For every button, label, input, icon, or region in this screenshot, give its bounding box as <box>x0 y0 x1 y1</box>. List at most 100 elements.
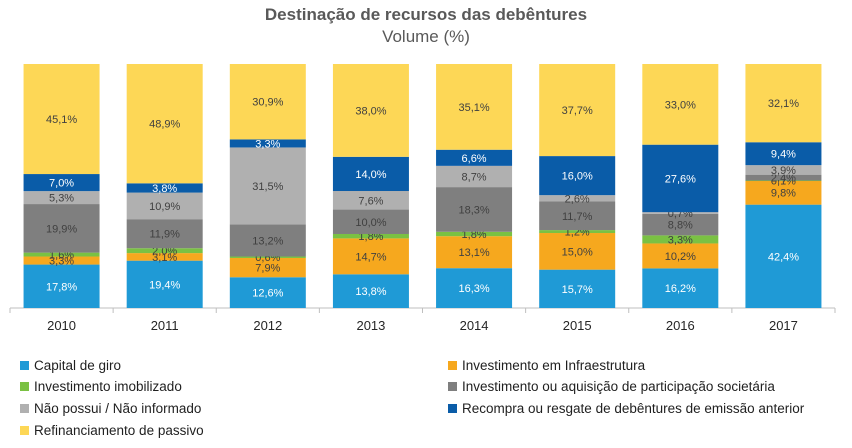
bar-segment <box>23 204 100 253</box>
bar-segment <box>745 165 822 175</box>
bar-segment <box>229 224 306 257</box>
bar-segment <box>745 64 822 143</box>
data-label: 3,3% <box>668 234 693 246</box>
data-label: 3,3% <box>255 138 280 150</box>
data-label: 7,9% <box>255 263 280 275</box>
data-label: 8,7% <box>462 171 487 183</box>
data-label: 30,9% <box>252 97 283 109</box>
bar-segment <box>126 260 203 308</box>
data-label: 45,1% <box>46 114 77 126</box>
data-label: 13,1% <box>458 247 489 259</box>
bar-segment <box>539 269 616 308</box>
data-label: 14,0% <box>355 169 386 181</box>
data-label: 16,2% <box>665 283 696 295</box>
bar-segment <box>229 257 306 278</box>
data-label: 13,8% <box>355 286 386 298</box>
bar-segment <box>126 219 203 249</box>
legend-item: Investimento imobilizado <box>20 377 182 395</box>
bar-segment <box>436 236 513 269</box>
legend-item: Capital de giro <box>20 356 121 374</box>
bar-segment <box>539 201 616 231</box>
data-label: 17,8% <box>46 281 77 293</box>
data-label: 48,9% <box>149 119 180 131</box>
legend-label: Investimento imobilizado <box>34 378 182 394</box>
data-label: 42,4% <box>768 251 799 263</box>
bar-segment <box>539 156 616 196</box>
legend-swatch <box>20 360 29 370</box>
data-label: 35,1% <box>458 102 489 114</box>
bar-segment <box>126 253 203 261</box>
data-label: 7,6% <box>358 195 383 207</box>
bar-segment <box>539 64 616 157</box>
bar-segment <box>642 268 719 308</box>
data-label: 5,3% <box>49 193 74 205</box>
x-tick-label: 2012 <box>253 318 282 333</box>
data-label: 15,0% <box>562 246 593 258</box>
bar-segment <box>745 142 822 166</box>
bar-segment <box>745 180 822 182</box>
data-label: 13,2% <box>252 235 283 247</box>
legend-swatch <box>20 425 29 435</box>
chart-title-block: Destinação de recursos das debêntures Vo… <box>0 4 852 48</box>
data-label: 2,4% <box>771 173 796 185</box>
data-label: 8,8% <box>668 220 693 232</box>
bar-segment <box>539 195 616 202</box>
bar-segment <box>332 64 409 157</box>
data-label: 38,0% <box>355 105 386 117</box>
legend-label: Investimento ou aquisição de participaçã… <box>462 378 775 394</box>
data-label: 10,0% <box>355 217 386 229</box>
bar-segment <box>436 187 513 232</box>
bar-segment <box>23 174 100 192</box>
data-label: 27,6% <box>665 173 696 185</box>
bar-segment <box>229 256 306 258</box>
bar-segment <box>745 174 822 181</box>
data-label: 9,8% <box>771 188 796 200</box>
bar-segment <box>332 156 409 192</box>
data-label: 32,1% <box>768 98 799 110</box>
data-label: 18,3% <box>458 204 489 216</box>
bar-segment <box>229 147 306 225</box>
data-label: 16,3% <box>458 283 489 295</box>
data-label: 2,6% <box>565 193 590 205</box>
data-label: 14,7% <box>355 251 386 263</box>
legend-swatch <box>448 381 457 391</box>
bar-segment <box>23 252 100 257</box>
data-label: 31,5% <box>252 181 283 193</box>
data-label: 33,0% <box>665 99 696 111</box>
bar-segment <box>332 209 409 234</box>
x-tick-label: 2011 <box>151 318 179 333</box>
data-label: 11,9% <box>150 229 181 241</box>
data-label: 3,1% <box>152 252 177 264</box>
bar-segment <box>642 243 719 269</box>
data-label: 3,8% <box>152 183 177 195</box>
legend-label: Refinanciamento de passivo <box>34 422 204 438</box>
data-label: 3,9% <box>771 165 796 177</box>
bar-segment <box>436 268 513 308</box>
stacked-bar-chart: 17,8%3,3%1,6%19,9%5,3%7,0%45,1%201019,4%… <box>9 64 836 333</box>
bar-segment <box>229 139 306 148</box>
bar-segment <box>332 233 409 239</box>
bar-segment <box>332 238 409 275</box>
bar-segment <box>23 256 100 265</box>
bar-segment <box>436 165 513 188</box>
bar-segment <box>436 231 513 237</box>
bar-segment <box>126 248 203 254</box>
chart-subtitle: Volume (%) <box>382 27 470 46</box>
legend-item: Investimento ou aquisição de participaçã… <box>448 377 775 395</box>
bar-segment <box>229 64 306 140</box>
data-label: 9,4% <box>771 149 796 161</box>
bar-segment <box>745 180 822 205</box>
data-label: 16,0% <box>562 171 593 183</box>
legend-swatch <box>448 360 457 370</box>
legend-swatch <box>448 403 457 413</box>
legend-label: Capital de giro <box>34 357 122 373</box>
legend-label: Recompra ou resgate de debêntures de emi… <box>462 400 805 416</box>
bar-segment <box>642 235 719 244</box>
data-label: 7,0% <box>49 178 74 190</box>
bar-segment <box>642 64 719 145</box>
data-label: 19,4% <box>149 279 180 291</box>
data-label: 1,8% <box>462 229 487 241</box>
bar-segment <box>126 192 203 220</box>
legend-item: Investimento em Infraestrutura <box>448 356 645 374</box>
bar-segment <box>539 233 616 270</box>
